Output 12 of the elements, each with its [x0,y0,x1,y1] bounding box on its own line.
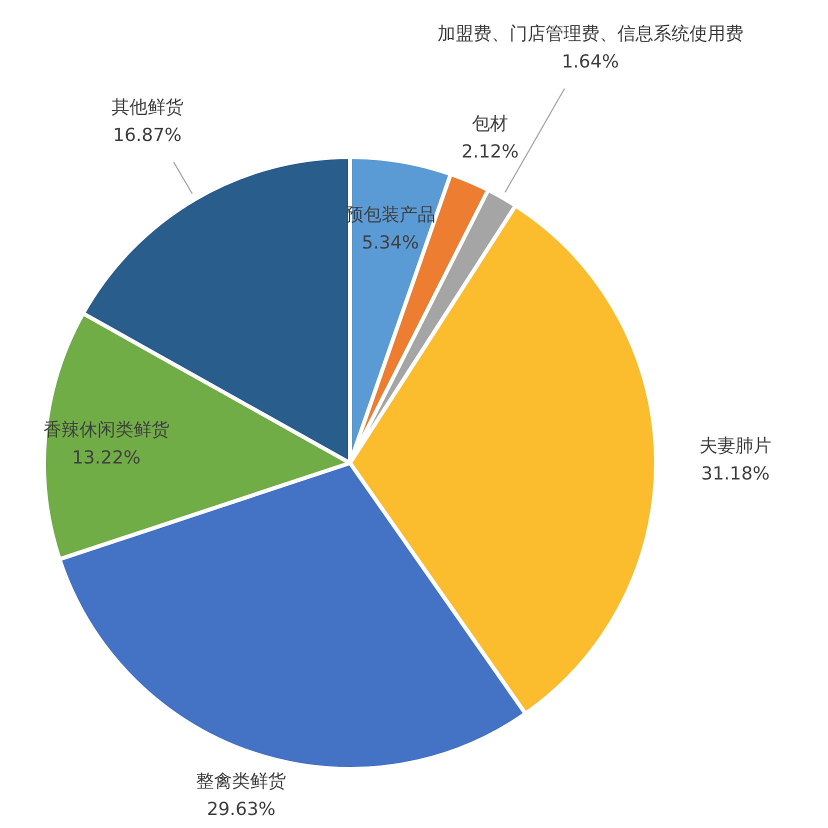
data-label: 5.34% [362,232,419,254]
slice-label: 夫妻肺片 [699,435,772,456]
slice-label: 其他鲜货 [111,97,184,118]
data-label: 1.64% [562,51,619,72]
slice-label: 整禽类鲜货 [196,771,286,792]
slice-label: 加盟费、门店管理费、信息系统使用费 [437,23,744,44]
data-label: 31.18% [701,463,770,484]
data-label: 29.63% [206,799,276,820]
slice-label: 包材 [472,114,508,135]
data-label: 2.12% [462,142,519,163]
data-label: 13.22% [72,448,141,469]
data-label: 16.87% [113,125,182,146]
